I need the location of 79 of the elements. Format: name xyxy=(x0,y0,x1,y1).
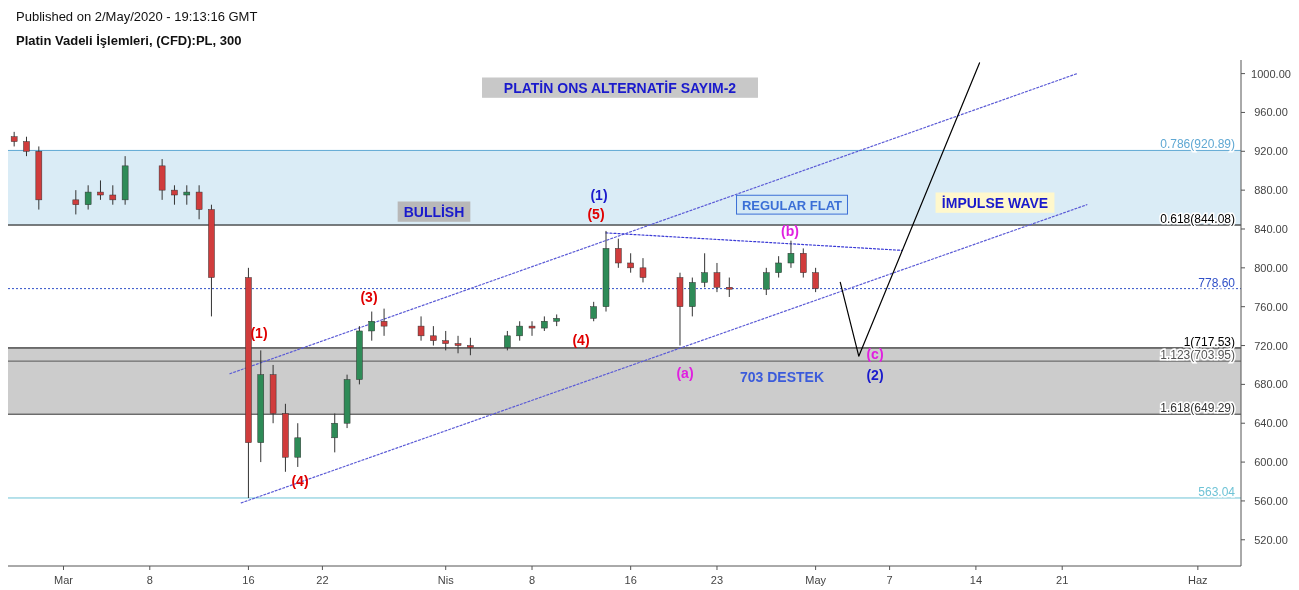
x-tick-label: Mar xyxy=(54,574,74,586)
annotation: PLATİN ONS ALTERNATİF SAYIM-2 xyxy=(503,80,737,96)
y-tick-label: 680.00 xyxy=(1254,378,1288,391)
x-tick-label: 8 xyxy=(146,574,153,586)
candlestick xyxy=(775,255,782,279)
candlestick xyxy=(615,238,622,269)
candlestick xyxy=(528,320,536,337)
chart-subtitle: Published on 2/May/2020 - 19:13:16 GMT xyxy=(16,9,258,24)
ref-line-label: 563.04 xyxy=(1198,484,1236,499)
candlestick xyxy=(380,308,388,337)
candlestick xyxy=(195,184,203,220)
candlestick xyxy=(109,184,117,206)
candlestick xyxy=(787,240,795,269)
x-tick-label: May xyxy=(805,574,827,586)
candlestick xyxy=(72,189,80,215)
y-tick-label: 720.00 xyxy=(1254,339,1288,352)
y-tick-label: 840.00 xyxy=(1254,222,1288,235)
y-tick-label: 880.00 xyxy=(1254,184,1288,197)
candlestick xyxy=(504,330,511,351)
x-tick-label: 22 xyxy=(316,574,329,586)
ref-line-label: 1(717.53) xyxy=(1183,334,1235,349)
annotation: (1) xyxy=(590,187,608,203)
candlestick xyxy=(713,262,721,293)
x-tick-label: 8 xyxy=(528,574,536,586)
candlestick xyxy=(763,267,770,296)
candlestick xyxy=(368,311,375,342)
y-tick-label: 800.00 xyxy=(1254,261,1288,274)
candlestick xyxy=(171,184,178,206)
candlestick xyxy=(430,325,437,347)
candlestick xyxy=(701,252,708,288)
annotation: REGULAR FLAT xyxy=(741,197,843,213)
x-tick-label: 7 xyxy=(886,574,893,586)
annotation: (3) xyxy=(360,289,378,305)
candlestick xyxy=(590,301,597,322)
y-tick-label: 960.00 xyxy=(1254,106,1288,119)
ref-line-label: 778.60 xyxy=(1198,275,1236,290)
ref-line-label: 1.618(649.29) xyxy=(1160,401,1235,416)
candlestick xyxy=(627,252,634,274)
candlestick xyxy=(812,267,819,293)
ref-line-label: 1.123(703.95) xyxy=(1160,348,1235,363)
y-tick-label: 640.00 xyxy=(1254,417,1288,430)
ref-line-label: 0.786(920.89) xyxy=(1160,137,1235,152)
candlestick xyxy=(726,277,733,298)
annotation: (a) xyxy=(676,365,694,381)
annotation: (2) xyxy=(866,367,884,383)
annotation: (4) xyxy=(572,332,590,348)
x-tick-label: 16 xyxy=(242,574,255,586)
annotation: 703 DESTEK xyxy=(739,369,825,385)
candlestick xyxy=(183,184,191,206)
annotation: İMPULSE WAVE xyxy=(941,195,1049,211)
candlestick xyxy=(800,247,807,279)
x-tick-label: 14 xyxy=(969,574,983,586)
x-tick-label: Haz xyxy=(1188,574,1208,586)
candlestick xyxy=(639,257,647,283)
candlestick xyxy=(442,330,449,351)
y-tick-label: 600.00 xyxy=(1254,456,1288,469)
candlestick xyxy=(516,320,523,342)
annotation: (b) xyxy=(781,223,799,239)
y-tick-label: 920.00 xyxy=(1254,145,1288,158)
candlestick xyxy=(294,422,302,468)
x-tick-label: 16 xyxy=(624,574,637,586)
x-tick-label: 23 xyxy=(710,574,724,586)
y-tick-label: 760.00 xyxy=(1254,300,1288,313)
y-tick-label: 560.00 xyxy=(1254,494,1288,507)
chart-title: Platin Vadeli İşlemleri, (CFD):PL, 300 xyxy=(16,33,242,48)
annotation: (c) xyxy=(866,346,884,362)
candlestick xyxy=(97,179,104,201)
y-tick-label: 1000.00 xyxy=(1251,67,1291,80)
annotation: (4) xyxy=(291,473,309,489)
y-tick-label: 520.00 xyxy=(1254,533,1288,546)
candlestick xyxy=(23,136,30,157)
candlestick xyxy=(417,315,425,342)
candlestick xyxy=(84,184,92,211)
candlestick xyxy=(454,335,462,354)
x-tick-label: Nis xyxy=(437,574,455,586)
ref-line-label: 0.618(844.08) xyxy=(1160,212,1235,227)
annotation: (5) xyxy=(587,206,605,222)
x-tick-label: 21 xyxy=(1056,574,1069,586)
annotation: BULLİSH xyxy=(403,204,465,220)
